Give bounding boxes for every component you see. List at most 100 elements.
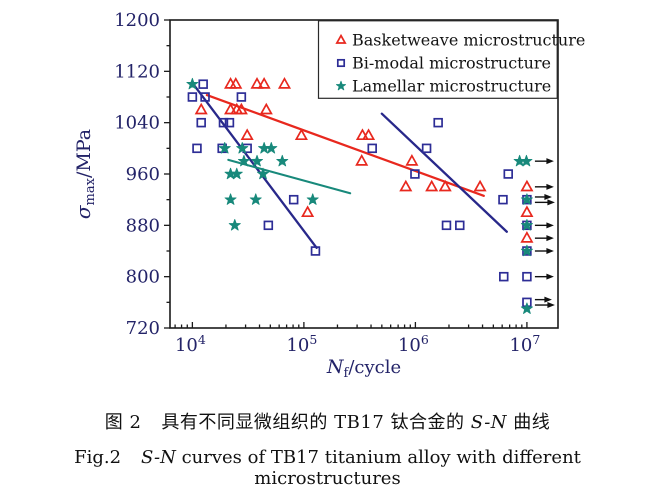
data-point-triangle xyxy=(277,77,292,89)
trend-line xyxy=(205,93,485,197)
y-tick-label: 880 xyxy=(126,215,160,236)
data-point-triangle xyxy=(405,154,419,166)
caption-english: Fig.2 S-N curves of TB17 titanium alloy w… xyxy=(0,447,655,489)
y-tick-label: 1200 xyxy=(114,10,160,31)
caption-en-sn: S-N xyxy=(141,447,176,468)
data-point-triangle xyxy=(250,77,264,89)
data-point-triangle xyxy=(473,179,487,192)
data-point-triangle xyxy=(259,102,273,115)
data-point-square xyxy=(200,92,210,102)
data-point-square xyxy=(218,117,229,128)
axes xyxy=(164,19,528,329)
data-point-square xyxy=(499,271,509,282)
figure-number-en: Fig.2 xyxy=(74,447,122,468)
data-point-star xyxy=(224,193,237,205)
caption-en-post: curves of TB17 titanium alloy with diffe… xyxy=(175,447,581,489)
data-point-square xyxy=(310,246,321,256)
runout-arrowhead xyxy=(544,193,552,200)
y-tick-label: 720 xyxy=(126,318,160,339)
data-point-star xyxy=(336,80,346,91)
data-point-triangle xyxy=(399,179,413,192)
data-point-triangle xyxy=(520,231,534,243)
data-point-star xyxy=(237,154,250,167)
data-point-triangle xyxy=(355,128,369,141)
legend: Basketweave microstructure Bi-modal micro… xyxy=(317,20,585,99)
data-point-star xyxy=(520,154,533,167)
legend-label: Bi-modal microstructure xyxy=(352,54,551,73)
runout-arrowhead xyxy=(547,302,555,309)
data-point-star xyxy=(276,154,289,167)
data-point-square xyxy=(196,117,206,128)
data-point-triangle xyxy=(361,128,376,141)
data-point-square xyxy=(367,143,377,154)
data-point-triangle xyxy=(234,102,248,115)
data-point-square xyxy=(522,271,532,282)
data-point-triangle xyxy=(355,154,369,166)
data-point-triangle xyxy=(224,102,238,115)
data-point-square xyxy=(198,79,208,89)
x-tick-label: 107 xyxy=(509,332,540,356)
x-tick-label: 104 xyxy=(175,332,206,356)
data-point-star xyxy=(520,193,533,205)
runout-arrows xyxy=(534,158,555,309)
series-star xyxy=(186,77,533,314)
data-point-square xyxy=(336,58,346,68)
data-point-square xyxy=(498,194,508,205)
data-point-star xyxy=(520,219,533,231)
runout-arrowhead xyxy=(546,273,554,280)
data-point-star xyxy=(249,193,262,205)
y-tick-label: 800 xyxy=(126,267,160,288)
data-point-triangle xyxy=(335,33,347,44)
data-point-star xyxy=(306,193,319,205)
x-tick-label: 106 xyxy=(398,332,429,356)
caption-cn-text: 具有不同显微组织的 TB17 钛合金的 xyxy=(161,412,471,433)
data-point-star xyxy=(251,154,264,167)
y-tick-label: 1040 xyxy=(114,113,160,134)
data-point-star xyxy=(520,244,533,257)
data-point-triangle xyxy=(229,77,243,89)
data-point-square xyxy=(455,220,465,231)
runout-arrowhead xyxy=(546,235,554,242)
data-point-triangle xyxy=(240,128,254,141)
data-point-triangle xyxy=(520,179,534,192)
x-axis-title: Nf/cycle xyxy=(326,356,401,381)
data-point-star xyxy=(257,167,270,180)
y-axis-title: σmax/MPa xyxy=(71,129,98,219)
legend-label: Basketweave microstructure xyxy=(352,31,585,50)
data-point-triangle xyxy=(438,179,452,192)
data-point-square xyxy=(503,169,513,179)
data-point-triangle xyxy=(425,179,439,192)
data-point-star xyxy=(186,77,199,90)
data-point-triangle xyxy=(520,205,534,218)
legend-box xyxy=(317,20,558,99)
data-point-square xyxy=(192,143,202,154)
figure-number-cn: 图 2 xyxy=(104,412,142,433)
data-point-star xyxy=(265,142,278,154)
caption-chinese: 图 2 具有不同显微组织的 TB17 钛合金的 S-N 曲线 xyxy=(0,408,655,434)
data-point-triangle xyxy=(257,77,271,89)
trend-line xyxy=(380,112,508,233)
data-point-square xyxy=(224,117,235,128)
runout-arrowhead xyxy=(546,183,554,190)
x-tick-label: 105 xyxy=(286,332,317,356)
data-point-triangle xyxy=(194,102,208,115)
runout-arrowhead xyxy=(546,158,554,165)
y-tick-label: 1120 xyxy=(114,61,160,82)
data-point-square xyxy=(236,92,247,102)
data-point-star xyxy=(230,167,243,180)
caption-cn-sn: S-N xyxy=(470,412,508,433)
runout-arrowhead xyxy=(544,296,552,303)
runout-arrowhead xyxy=(547,199,555,206)
legend-label: Lamellar microstructure xyxy=(352,77,551,96)
series-triangle xyxy=(194,77,534,243)
data-point-star xyxy=(218,142,231,154)
data-point-square xyxy=(421,143,432,154)
data-point-square xyxy=(441,220,452,231)
data-point-square xyxy=(187,92,198,102)
runout-arrowhead xyxy=(546,222,554,229)
data-point-triangle xyxy=(301,205,315,218)
data-point-triangle xyxy=(294,128,308,141)
data-point-square xyxy=(433,117,443,128)
data-point-star xyxy=(236,142,249,154)
